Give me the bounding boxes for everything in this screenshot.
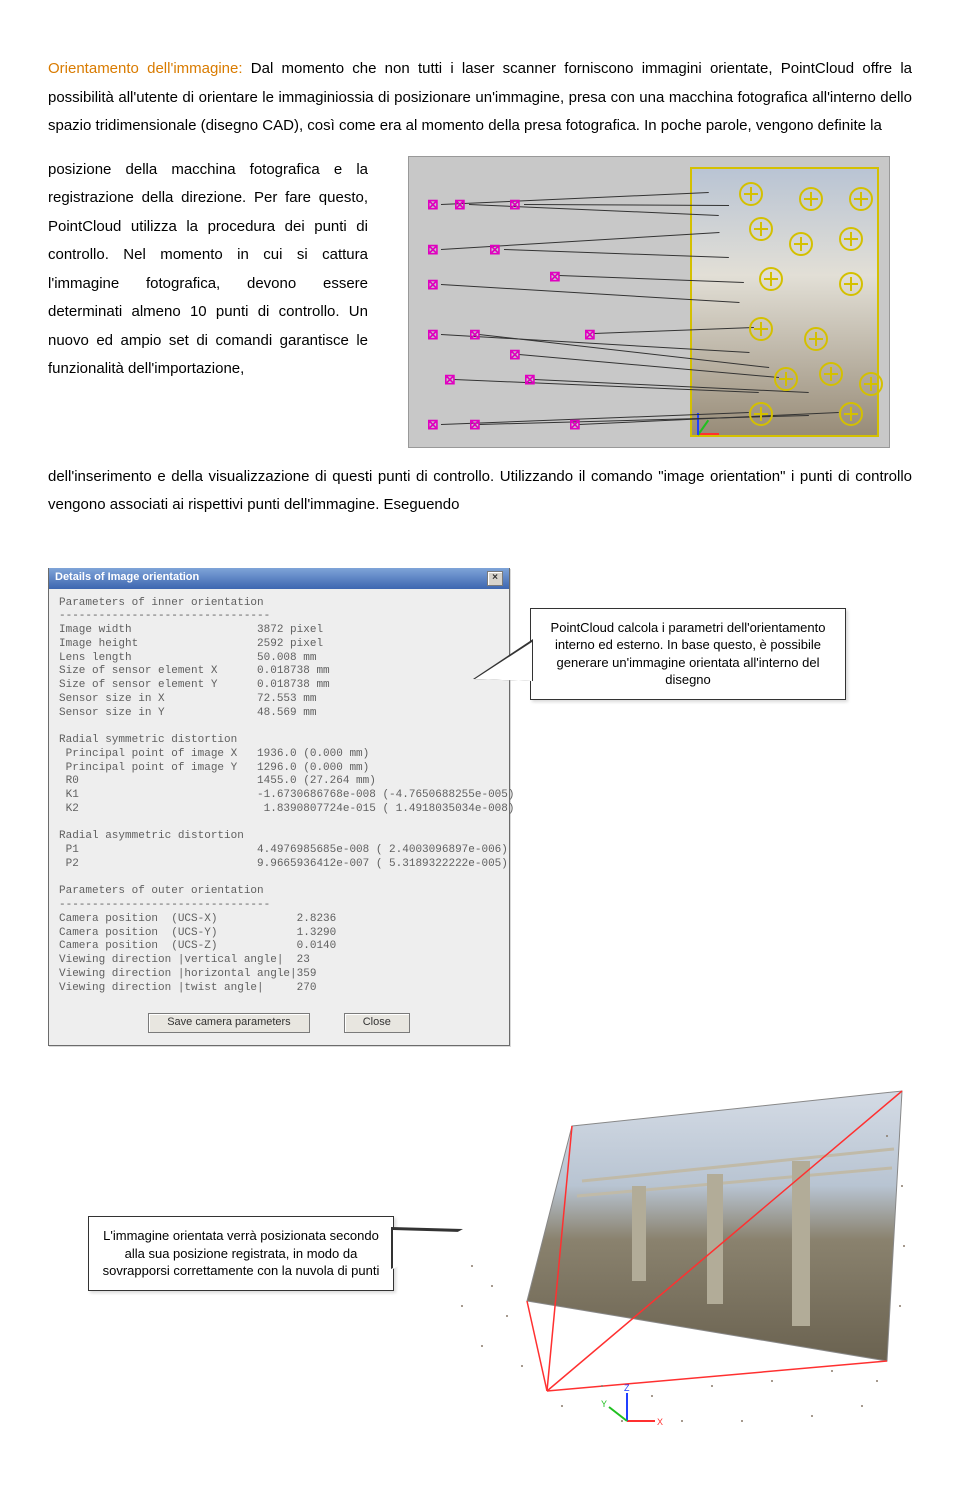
callout-parameters: PointCloud calcola i parametri dell'orie…: [530, 608, 846, 700]
dialog-image-orientation: Details of Image orientation × Parameter…: [48, 568, 510, 1047]
control-point-marker: ⊠: [524, 372, 538, 386]
target-marker: [839, 272, 863, 296]
dialog-titlebar: Details of Image orientation ×: [49, 568, 509, 589]
control-point-marker: ⊠: [469, 327, 483, 341]
close-button[interactable]: Close: [344, 1013, 410, 1033]
figure-oriented-image: X Z Y: [432, 1086, 912, 1436]
svg-text:Y: Y: [601, 1399, 607, 1409]
control-point-marker: ⊠: [584, 327, 598, 341]
save-camera-parameters-button[interactable]: Save camera parameters: [148, 1013, 310, 1033]
callout-oriented-image-text: L'immagine orientata verrà posizionata s…: [103, 1228, 380, 1278]
control-point-marker: ⊠: [509, 347, 523, 361]
target-marker: [859, 372, 883, 396]
target-marker: [774, 367, 798, 391]
paragraph-intro: Orientamento dell'immagine: Dal momento …: [48, 55, 912, 141]
target-marker: [789, 232, 813, 256]
dialog-body: Parameters of inner orientation --------…: [49, 589, 509, 1006]
dialog-title: Details of Image orientation: [55, 571, 199, 585]
control-point-marker: ⊠: [427, 327, 441, 341]
target-marker: [749, 217, 773, 241]
svg-text:X: X: [657, 1417, 663, 1427]
target-marker: [839, 402, 863, 426]
control-point-marker: ⊠: [427, 417, 441, 431]
callout-oriented-image: L'immagine orientata verrà posizionata s…: [88, 1216, 394, 1291]
control-point-marker: ⊠: [427, 277, 441, 291]
lead-phrase: Orientamento dell'immagine:: [48, 60, 243, 77]
target-marker: [849, 187, 873, 211]
close-icon[interactable]: ×: [487, 571, 503, 586]
target-marker: [839, 227, 863, 251]
control-point-marker: ⊠: [549, 269, 563, 283]
control-point-marker: ⊠: [427, 197, 441, 211]
target-marker: [749, 317, 773, 341]
paragraph-wrapped: posizione della macchina fotografica e l…: [48, 156, 368, 448]
svg-text:Z: Z: [624, 1383, 630, 1393]
callout-parameters-text: PointCloud calcola i parametri dell'orie…: [551, 620, 826, 688]
target-marker: [759, 267, 783, 291]
target-marker: [739, 182, 763, 206]
control-point-marker: ⊠: [444, 372, 458, 386]
target-marker: [819, 362, 843, 386]
figure-control-points: ⊠⊠⊠⊠⊠⊠⊠⊠⊠⊠⊠⊠⊠⊠⊠⊠: [408, 156, 890, 448]
target-marker: [804, 327, 828, 351]
control-point-marker: ⊠: [454, 197, 468, 211]
control-point-marker: ⊠: [569, 417, 583, 431]
paragraph-outro: dell'inserimento e della visualizzazione…: [48, 463, 912, 520]
control-point-marker: ⊠: [469, 417, 483, 431]
target-marker: [799, 187, 823, 211]
control-point-marker: ⊠: [427, 242, 441, 256]
target-marker: [749, 402, 773, 426]
control-point-marker: ⊠: [509, 197, 523, 211]
control-point-marker: ⊠: [489, 242, 503, 256]
